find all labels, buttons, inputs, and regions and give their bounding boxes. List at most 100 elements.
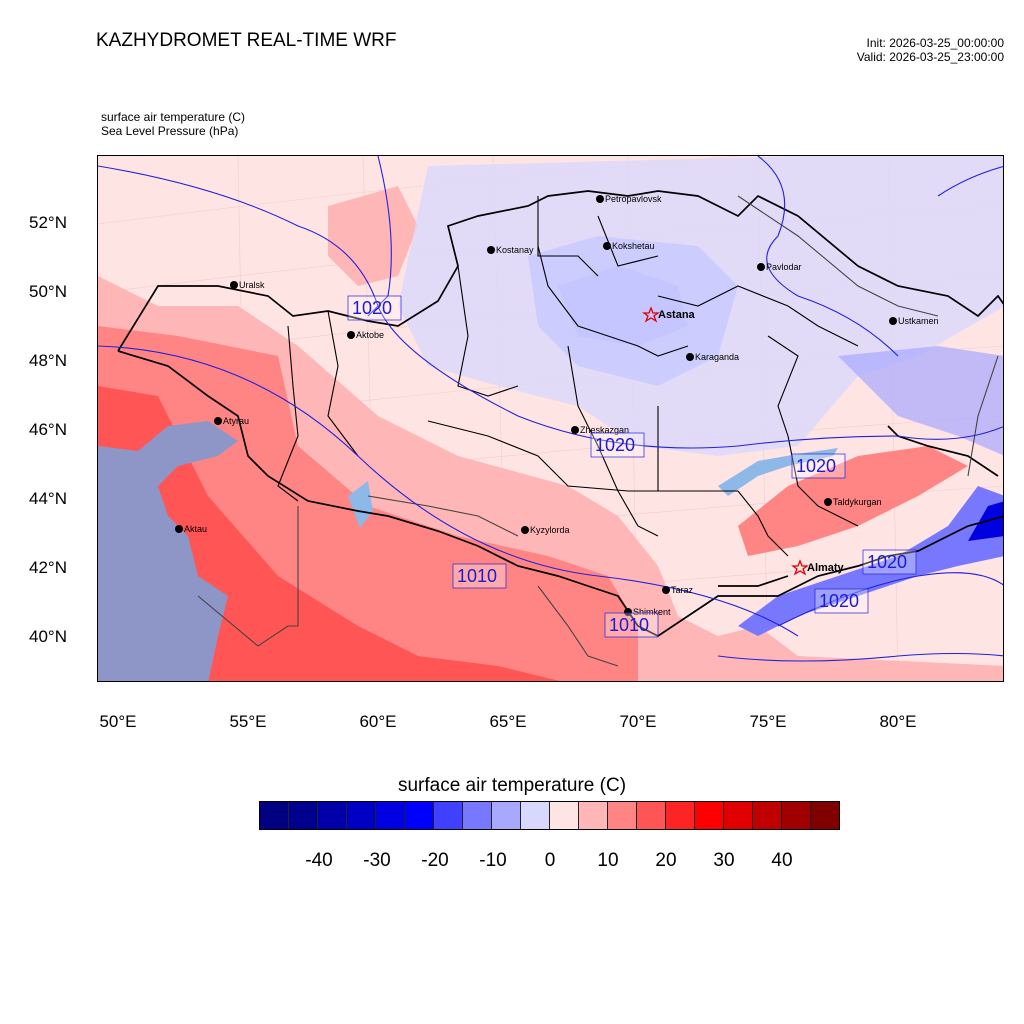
colorbar-swatch	[724, 802, 753, 829]
colorbar-tick-minus40: -40	[305, 850, 333, 871]
colorbar-swatch	[666, 802, 695, 829]
city-label-atyrau: Atyrau	[223, 416, 249, 426]
city-label-petropavlovsk: Petropavlovsk	[605, 194, 662, 204]
colorbar-swatch	[376, 802, 405, 829]
lon-label-65e: 65°E	[489, 712, 527, 731]
colorbar-swatch	[492, 802, 521, 829]
map-canvas: Petropavlovsk Kostanay Kokshetau Uralsk …	[98, 156, 1003, 681]
colorbar-swatch	[347, 802, 376, 829]
city-label-kokshetau: Kokshetau	[612, 241, 655, 251]
national-borders	[117, 190, 1003, 637]
isobar-labels: 1020 1020 1020 1010 1010 1020 1020	[347, 295, 917, 638]
city-label-taraz: Taraz	[671, 585, 694, 595]
isobar-label-1010-kyzylorda: 1010	[457, 566, 497, 586]
temperature-field-label: surface air temperature (C)	[101, 110, 246, 124]
lon-label-60e: 60°E	[359, 712, 397, 731]
lat-label-40n: 40°N	[29, 627, 67, 646]
temp-cold-east	[838, 346, 1003, 456]
city-dot-zheskazgan	[571, 426, 579, 434]
lat-label-44n: 44°N	[29, 489, 67, 508]
isobars	[98, 156, 1003, 662]
colorbar	[259, 801, 840, 830]
city-dot-atyrau	[214, 417, 222, 425]
colorbar-swatch	[608, 802, 637, 829]
region-borders	[277, 196, 859, 557]
colorbar-title: surface air temperature (C)	[397, 775, 627, 796]
lat-label-52n: 52°N	[29, 213, 67, 232]
colorbar-swatch	[782, 802, 811, 829]
city-dot-taraz	[662, 586, 670, 594]
colorbar-tick-40: 40	[771, 850, 793, 871]
colorbar-swatch	[463, 802, 492, 829]
city-label-astana: Astana	[658, 309, 696, 321]
city-dot-uralsk	[230, 281, 238, 289]
lon-label-75e: 75°E	[749, 712, 787, 731]
colorbar-swatch	[753, 802, 782, 829]
lat-label-42n: 42°N	[29, 558, 67, 577]
colorbar-swatch	[434, 802, 463, 829]
lon-label-70e: 70°E	[619, 712, 657, 731]
city-dot-ustkamen	[889, 317, 897, 325]
colorbar-swatch	[579, 802, 608, 829]
city-dot-pavlodar	[757, 263, 765, 271]
capital-star-almaty	[791, 559, 809, 576]
temp-cold-tienshan	[738, 486, 1003, 636]
city-label-kyzylorda: Kyzylorda	[530, 525, 570, 535]
init-time: Init: 2026-03-25_00:00:00	[866, 36, 1004, 50]
city-label-aktobe: Aktobe	[356, 330, 384, 340]
city-dot-karaganda	[686, 353, 694, 361]
temp-warm-patch-aktobe	[328, 186, 418, 286]
isobar-label-1020-balkhash: 1020	[796, 456, 836, 476]
colorbar-tick-minus20: -20	[421, 850, 449, 871]
city-label-almaty: Almaty	[807, 562, 845, 574]
colorbar-tick-10: 10	[597, 850, 619, 871]
colorbar-swatch	[318, 802, 347, 829]
weather-map: Petropavlovsk Kostanay Kokshetau Uralsk …	[97, 155, 1004, 682]
city-dot-aktau	[175, 525, 183, 533]
lat-label-48n: 48°N	[29, 351, 67, 370]
city-dot-kyzylorda	[521, 526, 529, 534]
forecast-time-info: Init: 2026-03-25_00:00:00 Valid: 2026-03…	[857, 36, 1004, 64]
city-label-zheskazgan: Zheskazgan	[580, 425, 629, 435]
lon-label-80e: 80°E	[879, 712, 917, 731]
colorbar-swatch	[550, 802, 579, 829]
isobar-label-1010-shimkent: 1010	[609, 615, 649, 635]
colorbar-swatch	[637, 802, 666, 829]
valid-time: Valid: 2026-03-25_23:00:00	[856, 50, 1004, 64]
lake-balkhash	[718, 448, 838, 496]
colorbar-tick-20: 20	[655, 850, 677, 871]
city-label-uralsk: Uralsk	[239, 280, 265, 290]
temp-warm-almaty	[738, 446, 968, 556]
aral-sea	[348, 481, 373, 528]
city-label-shimkent: Shimkent	[633, 607, 671, 617]
city-label-ustkamen: Ustkamen	[898, 316, 939, 326]
colorbar-tick-0: 0	[544, 850, 556, 871]
city-dot-taldykurgan	[824, 498, 832, 506]
field-labels: surface air temperature (C) Sea Level Pr…	[101, 110, 245, 138]
temp-cool-north	[398, 156, 1003, 456]
colorbar-swatch	[811, 802, 839, 829]
colorbar-swatch	[521, 802, 550, 829]
neighbour-borders	[197, 195, 999, 667]
city-dot-kostanay	[487, 246, 495, 254]
city-labels: Petropavlovsk Kostanay Kokshetau Uralsk …	[184, 194, 939, 617]
city-dot-aktobe	[347, 331, 355, 339]
caspian-sea	[98, 421, 238, 681]
capital-star-astana	[642, 306, 660, 323]
colorbar-swatch	[405, 802, 434, 829]
lon-label-50e: 50°E	[99, 712, 137, 731]
city-label-kostanay: Kostanay	[496, 245, 534, 255]
colorbar-tick-minus10: -10	[479, 850, 507, 871]
city-dot-petropavlovsk	[596, 195, 604, 203]
colorbar-tick-minus30: -30	[363, 850, 391, 871]
colorbar-swatch	[695, 802, 724, 829]
lon-label-55e: 55°E	[229, 712, 267, 731]
lat-label-46n: 46°N	[29, 420, 67, 439]
colorbar-tick-30: 30	[713, 850, 735, 871]
map-title: KAZHYDROMET REAL-TIME WRF	[96, 30, 397, 51]
isobar-label-1020-zheskazgan: 1020	[595, 435, 635, 455]
city-dot-shimkent	[624, 608, 632, 616]
isobar-label-1020-almaty-east: 1020	[867, 552, 907, 572]
isobar-label-1020-aktobe: 1020	[352, 298, 392, 318]
colorbar-swatch	[289, 802, 318, 829]
